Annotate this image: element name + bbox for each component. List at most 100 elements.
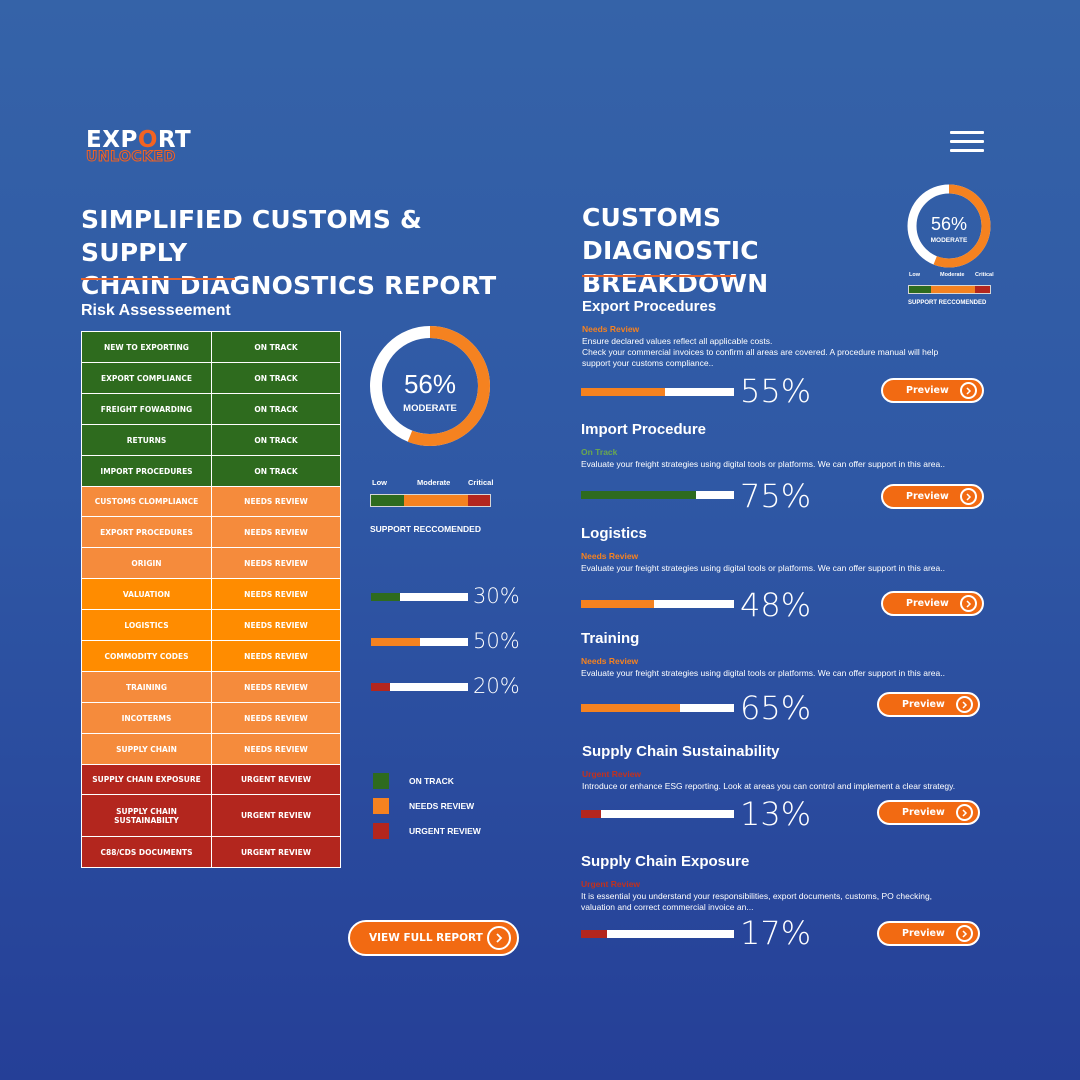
section-description: Introduce or enhance ESG reporting. Look… <box>582 781 956 791</box>
report-title: SIMPLIFIED CUSTOMS & SUPPLY CHAIN DIAGNO… <box>81 205 497 300</box>
progress-bar-track <box>654 600 734 608</box>
scale-critical-label: Critical <box>468 478 494 487</box>
preview-button[interactable]: Preview <box>881 378 984 403</box>
scale-low-label: Low <box>909 272 920 278</box>
risk-area-cell: INCOTERMS <box>121 713 172 723</box>
section-description: support your customs compliance.. <box>582 358 714 368</box>
section-description: Evaluate your freight strategies using d… <box>581 563 945 573</box>
risk-area-cell: NEW TO EXPORTING <box>104 342 189 352</box>
risk-table-row: IMPORT PROCEDURES ON TRACK <box>82 456 340 487</box>
progress-bar <box>371 683 468 691</box>
legend-label: ON TRACK <box>409 776 454 786</box>
risk-area-cell: SUPPLY CHAIN EXPOSURE <box>92 775 201 784</box>
donut-percent: 56% <box>403 369 457 399</box>
legend-swatch <box>373 773 389 789</box>
risk-table-row: ORIGIN NEEDS REVIEW <box>82 548 340 579</box>
risk-scale-labels: Low Moderate Critical <box>370 478 496 488</box>
legend-item: URGENT REVIEW <box>373 823 481 839</box>
progress-percent: 55% <box>740 372 812 410</box>
progress-bar <box>581 388 734 396</box>
risk-status-cell: URGENT REVIEW <box>211 795 340 836</box>
risk-area-cell: FREIGHT FOWARDING <box>100 404 193 414</box>
preview-button[interactable]: Preview <box>877 692 980 717</box>
progress-bar-fill <box>371 593 401 601</box>
progress-percent: 48% <box>740 586 812 624</box>
section-description: Ensure declared values reflect all appli… <box>582 336 773 346</box>
scale-moderate-label: Moderate <box>940 272 965 278</box>
risk-status-cell: ON TRACK <box>211 425 340 455</box>
risk-table-row: EXPORT PROCEDURES NEEDS REVIEW <box>82 517 340 548</box>
donut-label: MODERATE <box>930 237 968 244</box>
progress-bar-track <box>665 388 734 396</box>
risk-area-cell: VALUATION <box>122 589 171 599</box>
legend-label: URGENT REVIEW <box>409 826 481 836</box>
risk-status-cell: NEEDS REVIEW <box>211 734 340 764</box>
risk-area-cell: SUPPLY CHAIN SUSTAINABILTY <box>114 806 179 825</box>
scale-critical-segment <box>468 495 490 506</box>
preview-button[interactable]: Preview <box>877 800 980 825</box>
scale-moderate-segment <box>931 286 975 293</box>
preview-button-label: Preview <box>902 807 945 818</box>
risk-table-row: SUPPLY CHAIN NEEDS REVIEW <box>82 734 340 765</box>
status-legend: ON TRACK NEEDS REVIEW URGENT REVIEW <box>373 773 481 848</box>
risk-status-cell: URGENT REVIEW <box>211 765 340 794</box>
progress-bar-fill <box>581 600 655 608</box>
legend-label: NEEDS REVIEW <box>409 801 475 811</box>
section-title: Import Procedure <box>581 421 707 438</box>
progress-bar <box>581 810 734 818</box>
risk-table-row: SUPPLY CHAIN EXPOSURE URGENT REVIEW <box>82 765 340 795</box>
breakdown-scale-bar <box>908 285 991 294</box>
risk-status-cell: ON TRACK <box>211 363 340 393</box>
preview-button-label: Preview <box>902 699 945 710</box>
risk-status-cell: NEEDS REVIEW <box>211 579 340 609</box>
section-status: Needs Review <box>582 324 640 334</box>
chevron-right-icon <box>956 804 973 821</box>
risk-status-cell: ON TRACK <box>211 332 340 362</box>
section-status: Urgent Review <box>582 769 642 779</box>
scale-low-segment <box>371 495 404 506</box>
preview-button[interactable]: Preview <box>881 484 984 509</box>
preview-button[interactable]: Preview <box>877 921 980 946</box>
risk-table-row: TRAINING NEEDS REVIEW <box>82 672 340 703</box>
risk-status-cell: URGENT REVIEW <box>211 837 340 867</box>
chevron-right-icon <box>960 382 977 399</box>
progress-bar-fill <box>581 810 601 818</box>
legend-swatch <box>373 823 389 839</box>
chevron-right-icon <box>960 488 977 505</box>
preview-button[interactable]: Preview <box>881 591 984 616</box>
progress-bar-fill <box>581 388 666 396</box>
breakdown-title-underline <box>582 275 736 277</box>
progress-bar <box>371 638 468 646</box>
progress-bar <box>581 704 734 712</box>
risk-area-cell: LOGISTICS <box>124 620 169 630</box>
section-title: Export Procedures <box>582 298 717 315</box>
section-title: Logistics <box>581 525 647 542</box>
donut-value-arc <box>370 326 490 446</box>
hamburger-icon[interactable] <box>950 131 986 153</box>
section-status: Needs Review <box>581 551 639 561</box>
risk-status-cell: NEEDS REVIEW <box>211 548 340 578</box>
legend-item: NEEDS REVIEW <box>373 798 481 814</box>
view-full-report-button[interactable]: VIEW FULL REPORT <box>348 920 519 956</box>
breakdown-title: CUSTOMS DIAGNOSTIC BREAKDOWN <box>582 203 769 298</box>
chevron-right-icon <box>960 595 977 612</box>
progress-percent: 75% <box>740 477 812 515</box>
risk-area-cell: RETURNS <box>126 435 167 445</box>
section-description: valuation and correct commercial invoice… <box>581 902 754 912</box>
progress-bar-track <box>419 638 468 646</box>
export-unlocked-logo[interactable]: EXPORT UNLOCKED <box>86 128 196 172</box>
risk-scale-bar <box>370 494 491 507</box>
risk-table-row: C88/CDS DOCUMENTS URGENT REVIEW <box>82 837 340 867</box>
donut-label: MODERATE <box>403 403 457 414</box>
risk-area-cell: IMPORT PROCEDURES <box>100 466 193 476</box>
scale-low-segment <box>909 286 931 293</box>
risk-status-cell: ON TRACK <box>211 456 340 486</box>
status-bar-row: 20% <box>371 674 531 700</box>
title-underline <box>81 278 235 280</box>
progress-percent: 50% <box>473 629 520 653</box>
progress-percent: 20% <box>473 674 520 698</box>
legend-item: ON TRACK <box>373 773 481 789</box>
donut-percent: 56% <box>930 214 968 234</box>
scale-critical-segment <box>975 286 990 293</box>
preview-button-label: Preview <box>902 928 945 939</box>
